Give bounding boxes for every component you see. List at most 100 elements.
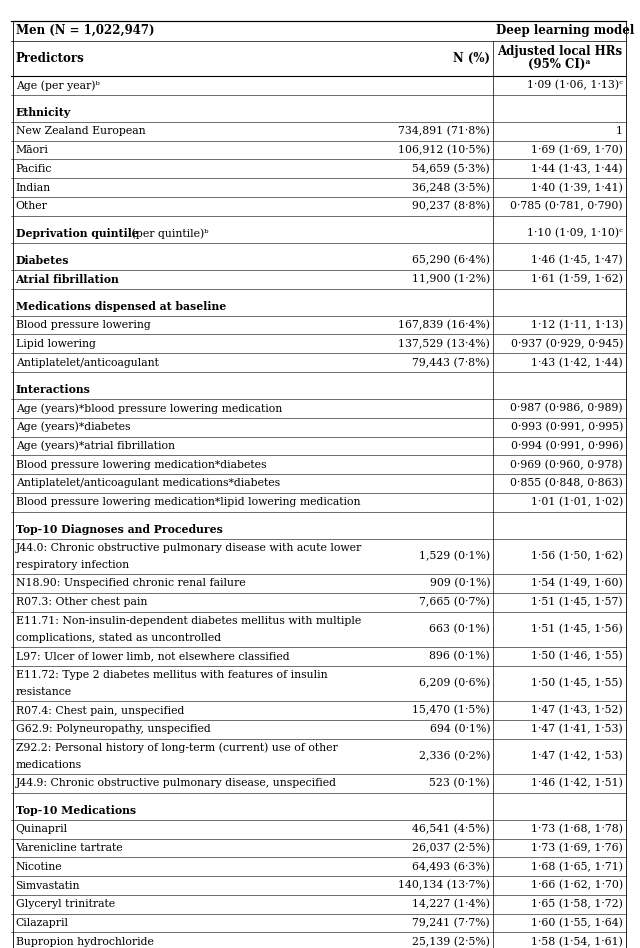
Text: 1·47 (1·43, 1·52): 1·47 (1·43, 1·52) <box>531 705 623 716</box>
Text: Blood pressure lowering: Blood pressure lowering <box>15 320 150 330</box>
Text: Antiplatelet/anticoagulant: Antiplatelet/anticoagulant <box>15 357 159 368</box>
Text: 11,900 (1·2%): 11,900 (1·2%) <box>412 274 490 284</box>
Text: Z92.2: Personal history of long-term (current) use of other: Z92.2: Personal history of long-term (cu… <box>15 742 337 754</box>
Text: 1·01 (1·01, 1·02): 1·01 (1·01, 1·02) <box>531 497 623 507</box>
Text: 1·73 (1·68, 1·78): 1·73 (1·68, 1·78) <box>531 824 623 834</box>
Text: 1·47 (1·41, 1·53): 1·47 (1·41, 1·53) <box>531 724 623 735</box>
Text: Māori: Māori <box>15 145 49 155</box>
Text: 1·51 (1·45, 1·57): 1·51 (1·45, 1·57) <box>531 597 623 608</box>
Text: 1·69 (1·69, 1·70): 1·69 (1·69, 1·70) <box>531 145 623 155</box>
Text: 1·47 (1·42, 1·53): 1·47 (1·42, 1·53) <box>531 751 623 761</box>
Text: 79,241 (7·7%): 79,241 (7·7%) <box>412 918 490 928</box>
Text: Blood pressure lowering medication*diabetes: Blood pressure lowering medication*diabe… <box>15 460 266 469</box>
Text: 663 (0·1%): 663 (0·1%) <box>429 624 490 634</box>
Text: 1·51 (1·45, 1·56): 1·51 (1·45, 1·56) <box>531 624 623 634</box>
Text: Predictors: Predictors <box>15 52 84 64</box>
Text: G62.9: Polyneuropathy, unspecified: G62.9: Polyneuropathy, unspecified <box>15 724 211 735</box>
Text: J44.0: Chronic obstructive pulmonary disease with acute lower: J44.0: Chronic obstructive pulmonary dis… <box>15 543 362 553</box>
Text: 0·969 (0·960, 0·978): 0·969 (0·960, 0·978) <box>510 460 623 470</box>
Text: 1·65 (1·58, 1·72): 1·65 (1·58, 1·72) <box>531 899 623 909</box>
Text: Deprivation quintile: Deprivation quintile <box>15 228 138 239</box>
Text: Deep learning model: Deep learning model <box>496 25 634 37</box>
Text: N18.90: Unspecified chronic renal failure: N18.90: Unspecified chronic renal failur… <box>15 578 245 589</box>
Text: Varenicline tartrate: Varenicline tartrate <box>15 843 124 853</box>
Text: Quinapril: Quinapril <box>15 824 68 834</box>
Text: 36,248 (3·5%): 36,248 (3·5%) <box>412 182 490 192</box>
Text: complications, stated as uncontrolled: complications, stated as uncontrolled <box>15 632 221 643</box>
Text: 1·56 (1·50, 1·62): 1·56 (1·50, 1·62) <box>531 551 623 561</box>
Text: J44.9: Chronic obstructive pulmonary disease, unspecified: J44.9: Chronic obstructive pulmonary dis… <box>15 778 337 789</box>
Text: Age (per year)ᵇ: Age (per year)ᵇ <box>15 81 99 91</box>
Text: Top-10 Medications: Top-10 Medications <box>15 805 136 816</box>
Text: 896 (0·1%): 896 (0·1%) <box>429 651 490 662</box>
Text: resistance: resistance <box>15 687 72 697</box>
Text: 1,529 (0·1%): 1,529 (0·1%) <box>419 551 490 561</box>
Text: medications: medications <box>15 759 82 770</box>
Text: Pacific: Pacific <box>15 164 52 173</box>
Text: 909 (0·1%): 909 (0·1%) <box>429 578 490 589</box>
Text: 1·09 (1·06, 1·13)ᶜ: 1·09 (1·06, 1·13)ᶜ <box>527 81 623 91</box>
Text: Lipid lowering: Lipid lowering <box>15 338 95 349</box>
Text: Nicotine: Nicotine <box>15 862 62 872</box>
Text: 15,470 (1·5%): 15,470 (1·5%) <box>412 705 490 716</box>
Text: 1·61 (1·59, 1·62): 1·61 (1·59, 1·62) <box>531 274 623 284</box>
Text: Age (years)*blood pressure lowering medication: Age (years)*blood pressure lowering medi… <box>15 403 282 413</box>
Text: 1·43 (1·42, 1·44): 1·43 (1·42, 1·44) <box>531 357 623 368</box>
Text: N (%): N (%) <box>453 52 490 64</box>
Text: 1·46 (1·45, 1·47): 1·46 (1·45, 1·47) <box>531 255 623 265</box>
Text: 0·987 (0·986, 0·989): 0·987 (0·986, 0·989) <box>510 403 623 413</box>
Text: 54,659 (5·3%): 54,659 (5·3%) <box>412 164 490 174</box>
Text: E11.71: Non-insulin-dependent diabetes mellitus with multiple: E11.71: Non-insulin-dependent diabetes m… <box>15 616 361 626</box>
Text: 2,336 (0·2%): 2,336 (0·2%) <box>419 751 490 761</box>
Text: 0·994 (0·991, 0·996): 0·994 (0·991, 0·996) <box>511 441 623 451</box>
Text: Top-10 Diagnoses and Procedures: Top-10 Diagnoses and Procedures <box>15 524 223 535</box>
Text: 167,839 (16·4%): 167,839 (16·4%) <box>398 319 490 330</box>
Text: 1·40 (1·39, 1·41): 1·40 (1·39, 1·41) <box>531 182 623 192</box>
Text: 90,237 (8·8%): 90,237 (8·8%) <box>412 201 490 211</box>
Text: 14,227 (1·4%): 14,227 (1·4%) <box>412 899 490 909</box>
Text: 65,290 (6·4%): 65,290 (6·4%) <box>412 255 490 265</box>
Text: Atrial fibrillation: Atrial fibrillation <box>15 274 119 284</box>
Text: 1·50 (1·45, 1·55): 1·50 (1·45, 1·55) <box>531 678 623 688</box>
Text: L97: Ulcer of lower limb, not elsewhere classified: L97: Ulcer of lower limb, not elsewhere … <box>15 651 289 662</box>
Text: 1·54 (1·49, 1·60): 1·54 (1·49, 1·60) <box>531 578 623 589</box>
Text: Glyceryl trinitrate: Glyceryl trinitrate <box>15 900 115 909</box>
Text: 64,493 (6·3%): 64,493 (6·3%) <box>412 862 490 872</box>
Text: 0·855 (0·848, 0·863): 0·855 (0·848, 0·863) <box>510 478 623 488</box>
Text: 1·68 (1·65, 1·71): 1·68 (1·65, 1·71) <box>531 862 623 872</box>
Text: respiratory infection: respiratory infection <box>15 559 129 570</box>
Text: 79,443 (7·8%): 79,443 (7·8%) <box>412 357 490 368</box>
Text: Age (years)*atrial fibrillation: Age (years)*atrial fibrillation <box>15 441 175 451</box>
Text: 140,134 (13·7%): 140,134 (13·7%) <box>398 881 490 891</box>
Text: Blood pressure lowering medication*lipid lowering medication: Blood pressure lowering medication*lipid… <box>15 497 360 507</box>
Text: 0·937 (0·929, 0·945): 0·937 (0·929, 0·945) <box>511 338 623 349</box>
Text: 0·785 (0·781, 0·790): 0·785 (0·781, 0·790) <box>510 201 623 211</box>
Text: 1: 1 <box>616 126 623 137</box>
Text: 1·73 (1·69, 1·76): 1·73 (1·69, 1·76) <box>531 843 623 853</box>
Text: Adjusted local HRs: Adjusted local HRs <box>497 46 622 58</box>
Text: Diabetes: Diabetes <box>15 255 69 266</box>
Text: 1·44 (1·43, 1·44): 1·44 (1·43, 1·44) <box>531 164 623 174</box>
Text: 137,529 (13·4%): 137,529 (13·4%) <box>398 338 490 349</box>
Text: New Zealand European: New Zealand European <box>15 126 145 137</box>
Text: 1·58 (1·54, 1·61): 1·58 (1·54, 1·61) <box>531 937 623 947</box>
Text: Interactions: Interactions <box>15 384 90 395</box>
Text: 25,139 (2·5%): 25,139 (2·5%) <box>412 937 490 947</box>
Text: 46,541 (4·5%): 46,541 (4·5%) <box>412 824 490 834</box>
Text: E11.72: Type 2 diabetes mellitus with features of insulin: E11.72: Type 2 diabetes mellitus with fe… <box>15 670 327 680</box>
Text: (per quintile)ᵇ: (per quintile)ᵇ <box>128 228 209 239</box>
Text: Medications dispensed at baseline: Medications dispensed at baseline <box>15 301 226 312</box>
Text: 1·12 (1·11, 1·13): 1·12 (1·11, 1·13) <box>531 319 623 330</box>
Text: 694 (0·1%): 694 (0·1%) <box>429 724 490 735</box>
Text: 1·60 (1·55, 1·64): 1·60 (1·55, 1·64) <box>531 918 623 928</box>
Text: Antiplatelet/anticoagulant medications*diabetes: Antiplatelet/anticoagulant medications*d… <box>15 479 280 488</box>
Text: Simvastatin: Simvastatin <box>15 881 80 890</box>
Text: Ethnicity: Ethnicity <box>15 107 71 118</box>
Text: Bupropion hydrochloride: Bupropion hydrochloride <box>15 937 154 947</box>
Text: 523 (0·1%): 523 (0·1%) <box>429 778 490 789</box>
Text: R07.3: Other chest pain: R07.3: Other chest pain <box>15 597 147 607</box>
Text: 6,209 (0·6%): 6,209 (0·6%) <box>419 678 490 688</box>
Text: Men (N = 1,022,947): Men (N = 1,022,947) <box>15 25 154 37</box>
Text: 1·10 (1·09, 1·10)ᶜ: 1·10 (1·09, 1·10)ᶜ <box>527 228 623 239</box>
Text: Indian: Indian <box>15 183 51 192</box>
